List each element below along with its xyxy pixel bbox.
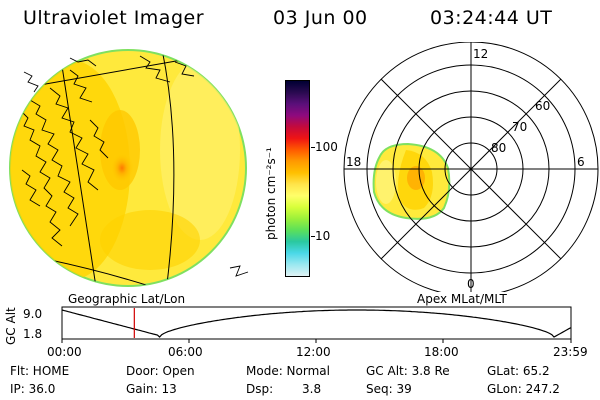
altitude-curve <box>62 310 571 337</box>
time-ticks <box>62 339 571 343</box>
gain-value: Gain: 13 <box>126 382 177 396</box>
geographic-globe-view <box>0 40 250 300</box>
dsp-label: Dsp: <box>246 382 273 396</box>
aurora-blob <box>374 144 450 219</box>
time-tick-0000: 00:00 <box>47 345 82 359</box>
time-tick-0600: 06:00 <box>168 345 203 359</box>
colorbar-label-10: 10 <box>315 229 330 243</box>
altitude-ylabel: GC Alt <box>4 307 18 345</box>
geographic-longitude: GLon: 247.2 <box>487 382 560 396</box>
colorbar-unit-label: photon cm⁻²s⁻¹ <box>264 147 278 240</box>
instrument-title: Ultraviolet Imager <box>23 7 204 29</box>
polar-mlt-plot: 12 18 6 0 60 70 80 <box>335 42 600 292</box>
dsp-value: 3.8 <box>302 382 321 396</box>
door-status: Door: Open <box>126 364 195 378</box>
time-tick-2359: 23:59 <box>553 345 588 359</box>
mlt-0-label: 0 <box>467 277 475 291</box>
flight-mode: Flt: HOME <box>10 364 69 378</box>
mlat-70-label: 70 <box>512 120 527 134</box>
mlt-18-label: 18 <box>346 155 361 169</box>
mlat-80-label: 80 <box>491 141 506 155</box>
colorbar <box>285 80 310 277</box>
altitude-ymax: 9.0 <box>23 307 42 321</box>
mlat-60-label: 60 <box>535 99 550 113</box>
gc-altitude: GC Alt: 3.8 Re <box>366 364 450 378</box>
sequence-number: Seq: 39 <box>366 382 412 396</box>
date-label: 03 Jun 00 <box>273 7 368 29</box>
time-tick-1800: 18:00 <box>424 345 459 359</box>
mlt-12-label: 12 <box>473 47 488 61</box>
colorbar-gradient <box>286 81 309 276</box>
altitude-ymin: 1.8 <box>23 327 42 341</box>
time-tick-1200: 12:00 <box>296 345 331 359</box>
time-label: 03:24:44 UT <box>430 7 552 29</box>
ip-value: IP: 36.0 <box>10 382 55 396</box>
instrument-mode: Mode: Normal <box>246 364 330 378</box>
geographic-latitude: GLat: 65.2 <box>487 364 550 378</box>
mlt-6-label: 6 <box>577 155 585 169</box>
altitude-plot-frame <box>62 307 571 339</box>
